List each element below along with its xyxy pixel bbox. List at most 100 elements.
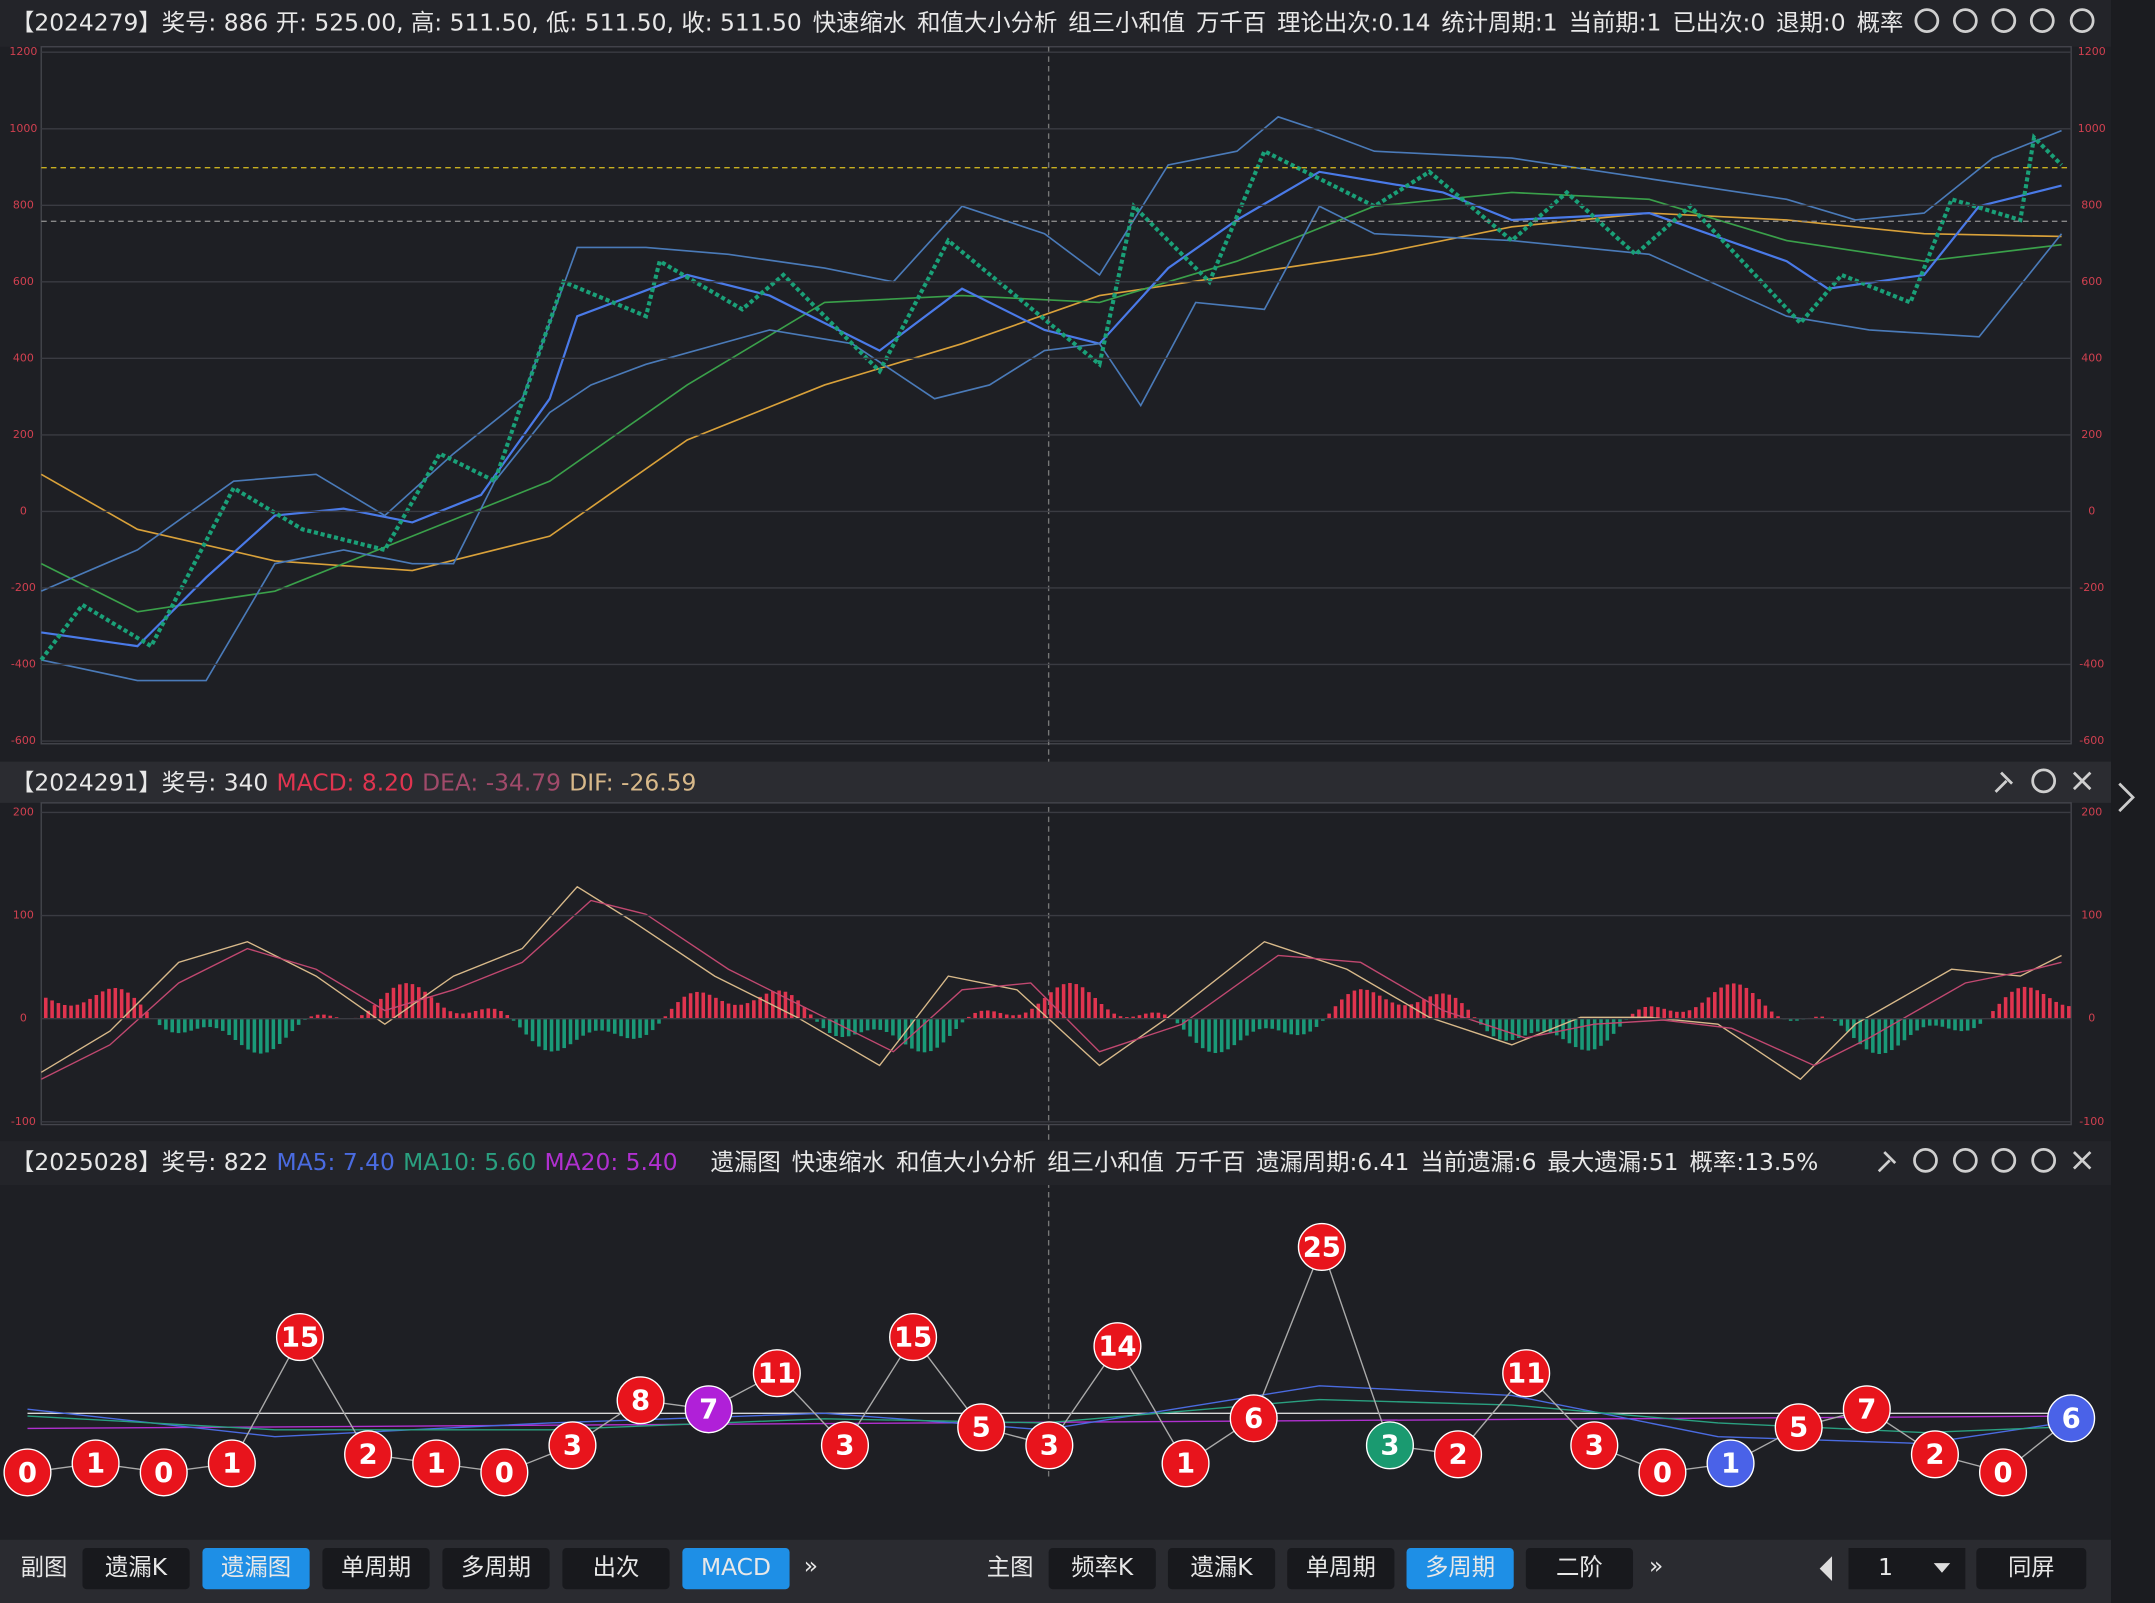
omission-point (1570, 1421, 1619, 1470)
button-label[interactable]: 出次 (593, 1553, 640, 1581)
histogram-bar (701, 992, 706, 1019)
histogram-bar (94, 994, 99, 1019)
omission-point (957, 1403, 1006, 1452)
histogram-bar (1845, 1018, 1850, 1032)
button-label[interactable]: 频率K (1071, 1553, 1134, 1581)
main-header: 【2024279】奖号: 886 开: 525.00, 高: 511.50, 低… (11, 8, 1903, 36)
toolbar-button[interactable] (1287, 1548, 1395, 1590)
histogram-bar (530, 1018, 535, 1042)
toolbar-button[interactable] (1167, 1548, 1276, 1590)
main-icons[interactable] (1914, 8, 2095, 33)
histogram-bar (1927, 1018, 1932, 1026)
more-button[interactable]: » (1649, 1552, 1663, 1580)
panel-title: 【2024291】奖号: 340 (11, 768, 268, 796)
histogram-bar (1125, 1017, 1129, 1019)
prev-page[interactable] (1819, 1556, 1833, 1582)
toolbar-button[interactable] (1525, 1548, 1634, 1590)
y-tick-label: 1200 (9, 45, 37, 58)
omission-icons[interactable] (1877, 1147, 2092, 1173)
button-label[interactable]: 单周期 (1306, 1553, 1376, 1581)
histogram-bar (1656, 1007, 1660, 1019)
main-plot-frame (40, 46, 2072, 745)
histogram-bar (1681, 1011, 1685, 1019)
omission-label: 0 (18, 1457, 37, 1489)
page-box[interactable] (1848, 1548, 1966, 1590)
collapse-arrow[interactable] (2118, 782, 2135, 813)
button-label[interactable]: 遗漏K (1191, 1553, 1254, 1581)
y-tick-label: 0 (20, 504, 27, 517)
histogram-bar (1106, 1009, 1110, 1019)
header-item: 已出次:0 (1672, 8, 1765, 36)
histogram-bar (619, 1018, 623, 1037)
button-label[interactable]: 多周期 (461, 1553, 531, 1581)
histogram-bar (1302, 1018, 1306, 1035)
y-tick-label: 200 (13, 428, 34, 441)
page-dropdown[interactable] (1933, 1563, 1951, 1573)
histogram-bar (290, 1018, 295, 1032)
button-label[interactable]: 多周期 (1425, 1553, 1495, 1581)
omission-point (275, 1313, 325, 1362)
histogram-bar (1011, 1015, 1015, 1019)
histogram-bar (1144, 1013, 1148, 1019)
histogram-bar (2035, 990, 2040, 1019)
histogram-bar (1314, 1018, 1319, 1027)
y-tick-label: 200 (2081, 428, 2102, 441)
histogram-bar (1738, 984, 1742, 1019)
omission-point (1910, 1430, 1959, 1479)
histogram-bar (821, 1018, 826, 1029)
omission-point (3, 1448, 52, 1497)
button-label[interactable]: 遗漏K (105, 1553, 168, 1581)
toolbar-button[interactable] (1048, 1548, 1156, 1590)
histogram-bar (1099, 1003, 1104, 1019)
histogram-bar (808, 1014, 813, 1019)
button-label[interactable]: 单周期 (341, 1553, 411, 1581)
page-number[interactable]: 1 (1878, 1553, 1893, 1581)
histogram-bar (511, 1018, 516, 1021)
toolbar-button[interactable] (442, 1548, 550, 1590)
histogram-bar (1466, 1009, 1471, 1019)
histogram-bar (1453, 997, 1458, 1019)
y-tick-label: 1000 (9, 122, 37, 135)
histogram-bar (549, 1018, 554, 1052)
dif-value: DIF: -26.59 (569, 768, 696, 796)
button-label[interactable]: 二阶 (1556, 1553, 1603, 1581)
button-label[interactable]: 同屏 (2008, 1553, 2055, 1581)
y-tick-label: 600 (13, 275, 34, 288)
histogram-bar (170, 1018, 174, 1033)
histogram-bar (840, 1018, 845, 1037)
histogram-bar (695, 991, 699, 1019)
omission-point (207, 1439, 256, 1488)
toolbar-button[interactable] (1406, 1548, 1514, 1590)
histogram-bar (271, 1018, 276, 1050)
histogram-bar (625, 1018, 630, 1039)
button-label[interactable]: 遗漏图 (221, 1553, 291, 1581)
histogram-bar (410, 984, 415, 1019)
omission-point (1842, 1385, 1891, 1434)
omission-point (616, 1376, 665, 1425)
histogram-bar (1890, 1018, 1894, 1051)
histogram-bar (682, 996, 687, 1019)
y-tick-label: -200 (11, 581, 36, 594)
more-button[interactable]: » (804, 1552, 818, 1580)
histogram-bar (1978, 1018, 1983, 1024)
histogram-bar (1706, 997, 1711, 1019)
macd-icons[interactable] (1994, 768, 2092, 794)
y-tick-label: 1000 (2078, 122, 2106, 135)
histogram-bar (107, 988, 111, 1019)
toolbar-button[interactable] (202, 1548, 310, 1590)
toolbar-button[interactable] (1976, 1548, 2087, 1590)
histogram-bar (733, 1004, 737, 1019)
toolbar-button[interactable] (562, 1548, 670, 1590)
histogram-bar (1251, 1018, 1256, 1032)
toolbar-button[interactable] (82, 1548, 190, 1590)
histogram-bar (435, 1002, 440, 1019)
histogram-bar (208, 1018, 212, 1027)
histogram-bar (227, 1018, 231, 1036)
toolbar-button[interactable] (322, 1548, 430, 1590)
header-item: 万千百 (1175, 1148, 1245, 1176)
histogram-bar (556, 1018, 560, 1051)
histogram-bar (2010, 991, 2014, 1019)
toolbar-button[interactable] (682, 1548, 790, 1590)
histogram-bar (1321, 1018, 1325, 1021)
button-label[interactable]: MACD (701, 1553, 771, 1581)
